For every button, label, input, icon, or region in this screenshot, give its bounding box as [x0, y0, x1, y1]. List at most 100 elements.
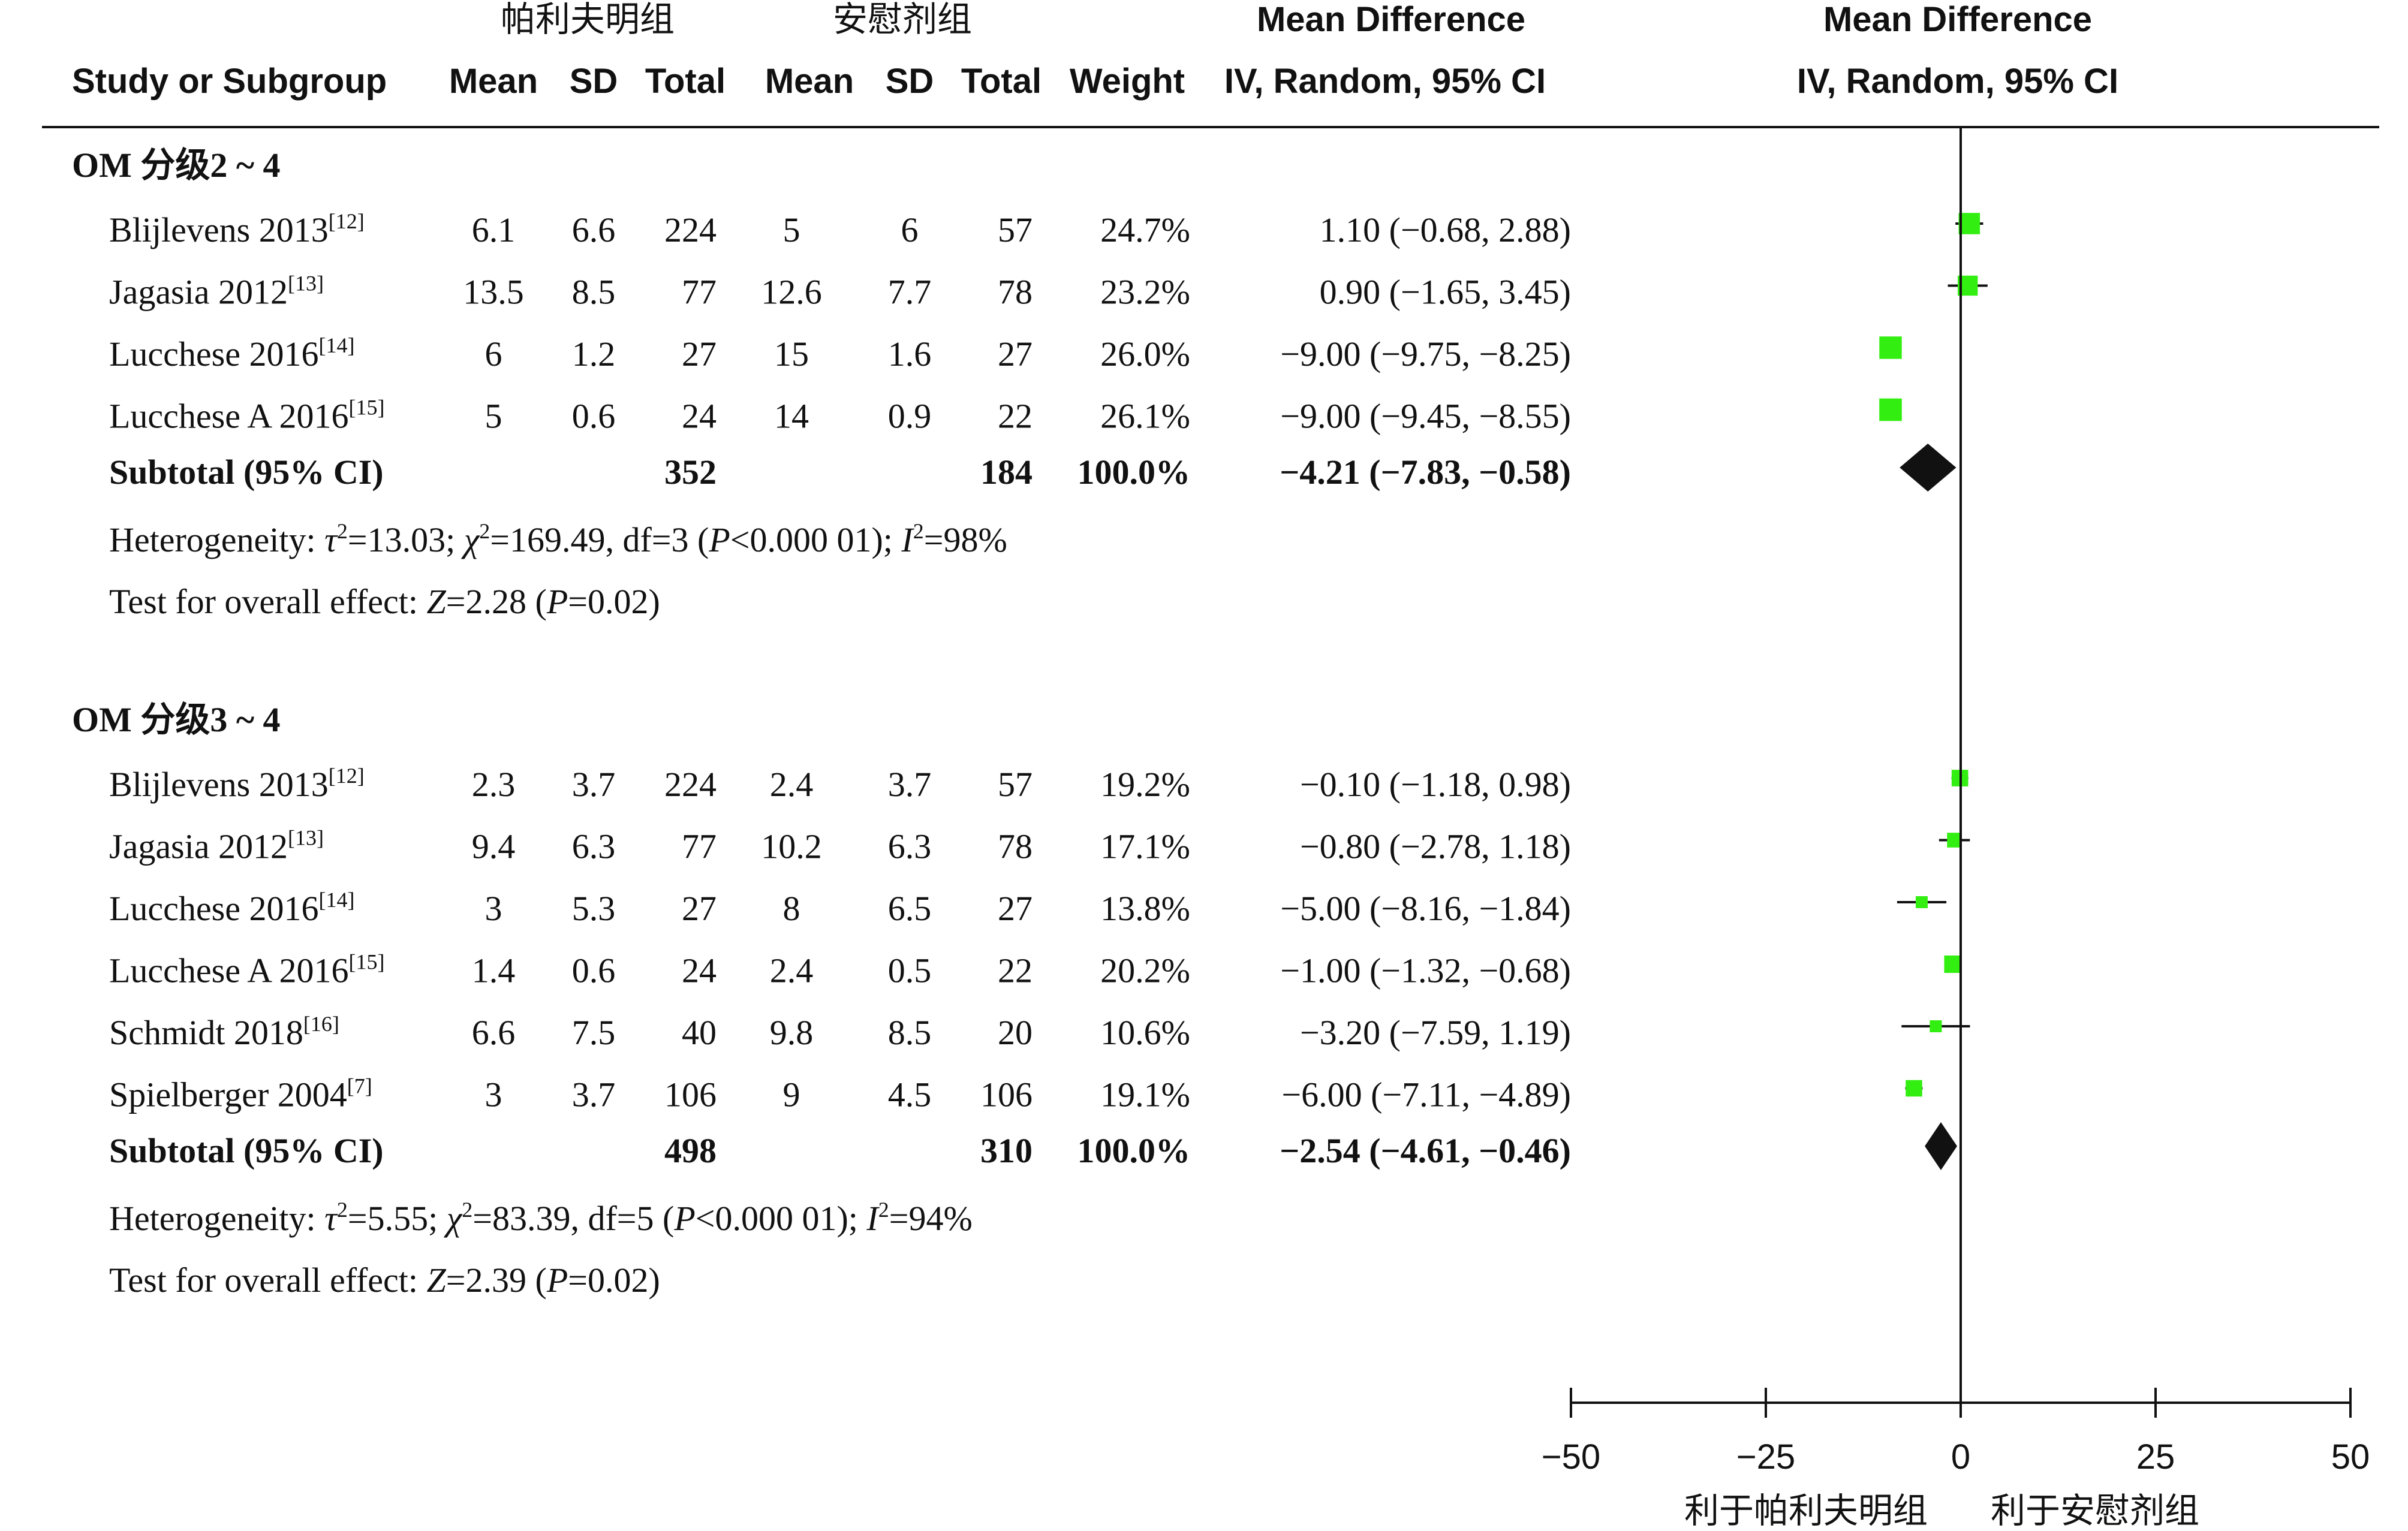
- mean2-value: 14: [774, 397, 809, 436]
- sd2-header: SD: [886, 62, 934, 101]
- subtotal-total2: 184: [980, 453, 1033, 492]
- total1-value: 77: [682, 273, 717, 312]
- study-name: Jagasia 2012[13]: [109, 272, 324, 312]
- favours-left-label: 利于帕利夫明组: [1684, 1490, 1928, 1531]
- ci-value: 1.10 (−0.68, 2.88): [1320, 210, 1571, 249]
- study-point: [1930, 1020, 1942, 1032]
- mean2-value: 5: [783, 210, 800, 249]
- total2-value: 57: [998, 210, 1033, 249]
- x-tick-label: 0: [1951, 1437, 1970, 1476]
- sd1-header: SD: [570, 62, 618, 101]
- total2-value: 22: [998, 951, 1033, 990]
- total2-value: 27: [998, 889, 1033, 928]
- total1-value: 24: [682, 951, 717, 990]
- mean1-value: 13.5: [463, 273, 524, 312]
- total1-value: 27: [682, 889, 717, 928]
- weight-header: Weight: [1070, 62, 1185, 101]
- study-point: [1906, 1080, 1922, 1097]
- x-tick-label: −25: [1736, 1437, 1795, 1476]
- total1-header: Total: [645, 62, 726, 101]
- mean2-header: Mean: [765, 62, 854, 101]
- total1-value: 224: [664, 210, 717, 249]
- x-tick-label: 25: [2136, 1437, 2175, 1476]
- mean2-value: 9.8: [770, 1013, 814, 1052]
- heterogeneity-text: Heterogeneity: τ2=13.03; χ2=169.49, df=3…: [109, 519, 1007, 559]
- weight-value: 13.8%: [1100, 889, 1190, 928]
- mean1-header: Mean: [449, 62, 538, 101]
- ci-value: −1.00 (−1.32, −0.68): [1280, 951, 1571, 990]
- mean1-value: 6.6: [472, 1013, 516, 1052]
- total1-value: 77: [682, 827, 717, 866]
- ci-value: −3.20 (−7.59, 1.19): [1300, 1013, 1571, 1052]
- sd1-value: 6.3: [572, 827, 616, 866]
- total2-value: 106: [980, 1075, 1033, 1114]
- total1-value: 24: [682, 397, 717, 436]
- total2-value: 78: [998, 827, 1033, 866]
- subtotal-ci: −4.21 (−7.83, −0.58): [1280, 453, 1571, 492]
- subtotal-weight: 100.0%: [1077, 453, 1191, 492]
- total2-value: 57: [998, 765, 1033, 804]
- total1-value: 27: [682, 334, 717, 373]
- weight-value: 26.0%: [1100, 334, 1190, 373]
- weight-value: 19.2%: [1100, 765, 1190, 804]
- subtotal-label: Subtotal (95% CI): [109, 453, 384, 492]
- study-name: Lucchese A 2016[15]: [109, 396, 384, 436]
- subgroup-title: OM 分级2 ~ 4: [72, 146, 281, 185]
- sd2-value: 6.3: [888, 827, 932, 866]
- sd2-value: 0.5: [888, 951, 932, 990]
- study-name: Lucchese A 2016[15]: [109, 950, 384, 990]
- plot-area: −50 −25 0 25 50 利于帕利夫明组 利于安慰剂组: [1542, 127, 2370, 1531]
- plot-ci-header: IV, Random, 95% CI: [1797, 62, 2118, 101]
- sd2-value: 4.5: [888, 1075, 932, 1114]
- weight-value: 10.6%: [1100, 1013, 1190, 1052]
- sd1-value: 1.2: [572, 334, 616, 373]
- ci-value: −9.00 (−9.45, −8.55): [1280, 397, 1571, 436]
- sd2-value: 3.7: [888, 765, 932, 804]
- total2-value: 27: [998, 334, 1033, 373]
- study-point: [1944, 955, 1962, 974]
- total2-value: 22: [998, 397, 1033, 436]
- mean1-value: 5: [485, 397, 502, 436]
- mean2-value: 8: [783, 889, 800, 928]
- subtotal-total1: 352: [664, 453, 717, 492]
- ci-value: −9.00 (−9.75, −8.25): [1280, 334, 1571, 373]
- sd1-value: 3.7: [572, 765, 616, 804]
- ci-value: −0.80 (−2.78, 1.18): [1300, 827, 1571, 866]
- mean1-value: 9.4: [472, 827, 516, 866]
- total1-value: 224: [664, 765, 717, 804]
- study-point: [1947, 833, 1962, 848]
- ci-value: −6.00 (−7.11, −4.89): [1281, 1075, 1571, 1114]
- mean2-value: 12.6: [761, 273, 822, 312]
- ci-value: −0.10 (−1.18, 0.98): [1300, 765, 1571, 804]
- ci-value: 0.90 (−1.65, 3.45): [1320, 273, 1571, 312]
- total2-header: Total: [961, 62, 1042, 101]
- sd1-value: 0.6: [572, 397, 616, 436]
- sd1-value: 7.5: [572, 1013, 616, 1052]
- heterogeneity-text: Heterogeneity: τ2=5.55; χ2=83.39, df=5 (…: [109, 1198, 973, 1238]
- mean2-value: 10.2: [761, 827, 822, 866]
- sd1-value: 3.7: [572, 1075, 616, 1114]
- effect-column-title: Mean Difference: [1257, 0, 1525, 39]
- mean2-value: 9: [783, 1075, 800, 1114]
- group2-header: 安慰剂组: [833, 0, 972, 40]
- group1-header: 帕利夫明组: [501, 0, 675, 40]
- sd1-value: 8.5: [572, 273, 616, 312]
- study-rows: OM 分级2 ~ 4 Blijlevens 2013[12] 6.1 6.6 224 5 6…: [72, 146, 1571, 1300]
- subtotal-total2: 310: [980, 1131, 1033, 1170]
- study-name: Spielberger 2004[7]: [109, 1074, 372, 1114]
- ci-column-header: IV, Random, 95% CI: [1224, 62, 1546, 101]
- mean1-value: 3: [485, 889, 502, 928]
- study-name: Lucchese 2016[14]: [109, 888, 354, 928]
- study-point: [1958, 213, 1980, 234]
- weight-value: 17.1%: [1100, 827, 1190, 866]
- sd2-value: 1.6: [888, 334, 932, 373]
- overall-effect-text: Test for overall effect: Z=2.39 (P=0.02): [109, 1261, 660, 1300]
- weight-value: 20.2%: [1100, 951, 1190, 990]
- total1-value: 40: [682, 1013, 717, 1052]
- subtotal-ci: −2.54 (−4.61, −0.46): [1280, 1131, 1571, 1170]
- subtotal-total1: 498: [664, 1131, 717, 1170]
- mean1-value: 2.3: [472, 765, 516, 804]
- sd1-value: 6.6: [572, 210, 616, 249]
- study-name: Blijlevens 2013[12]: [109, 764, 365, 804]
